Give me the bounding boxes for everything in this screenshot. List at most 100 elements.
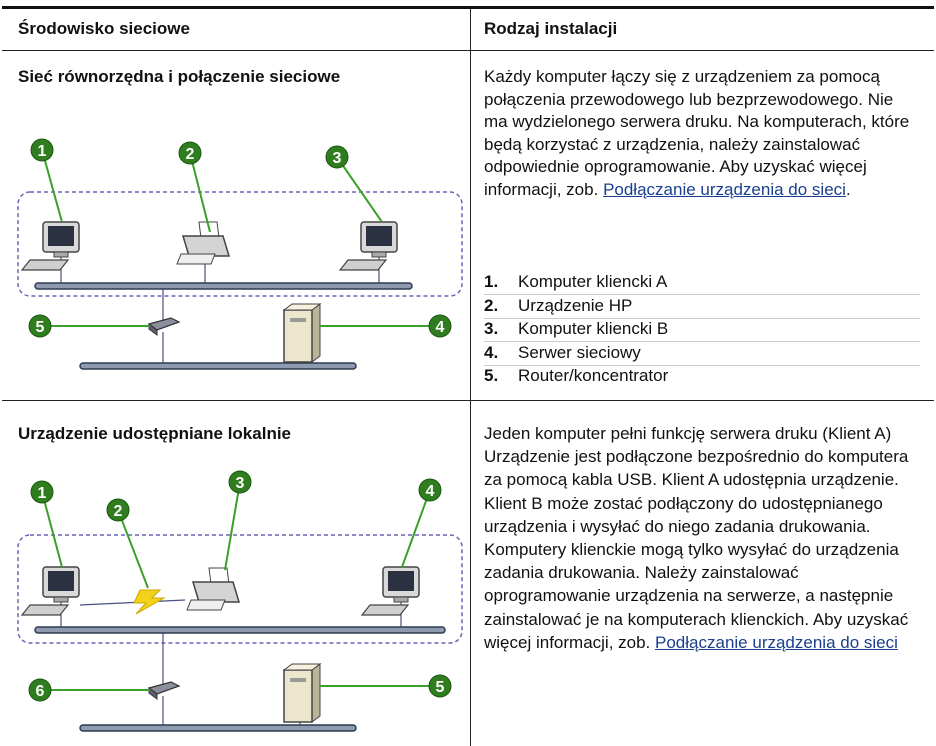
server-top [282,663,322,671]
description: Jeden komputer pełni funkcję serwera dru… [484,422,916,654]
callout-number: 4 [436,319,445,336]
callout-line [224,481,241,571]
item-separator [484,364,920,366]
screen [366,226,392,246]
callout-badge [428,674,452,698]
network-boundary [17,534,463,644]
callout-number: 5 [436,679,445,696]
callout-number: 4 [426,483,435,500]
callout-badge [418,478,442,502]
network-bus [34,282,413,290]
printer-tray [176,253,216,265]
callout-line [41,149,63,223]
computer-icon [20,221,80,271]
link[interactable]: Podłączanie urządzenia do sieci [603,179,846,199]
callout-badge [30,480,54,504]
environment-title: Sieć równorzędna i połączenie sieciowe [18,67,341,86]
callout-badge [178,141,202,165]
callout-line [336,156,383,223]
stand [371,251,387,258]
stand [393,596,409,603]
screen [388,571,414,591]
item-label: Urządzenie HP [518,295,633,315]
drive [290,318,306,322]
column-rule [470,9,471,746]
server-icon [282,303,322,363]
list-item: 1. Komputer kliencki A [484,272,924,295]
callout-line [189,152,211,233]
callout-number: 3 [333,150,342,167]
callout-badge [106,498,130,522]
link[interactable]: Podłączanie urządzenia do sieci [655,632,898,652]
router-front [148,687,158,700]
callout-line [41,491,63,568]
keyboard [360,604,410,616]
computer-icon [20,566,80,616]
item-label: Serwer sieciowy [518,342,641,362]
callout-number: 5 [36,319,45,336]
server-front [283,669,313,723]
printer-tray [186,599,226,611]
header-cell: Środowisko sieciowe [18,19,190,38]
keyboard [20,604,70,616]
drive [290,678,306,682]
header-cell: Rodzaj instalacji [484,19,618,38]
printer-icon [176,221,231,265]
item-separator [484,294,920,295]
item-number: 2. [484,295,499,315]
callout-number: 1 [38,485,47,502]
item-label: Komputer kliencki A [518,272,668,291]
callout-badge [28,678,52,702]
table-top-rule [2,6,934,9]
network-bus [34,626,446,634]
server-top [282,303,322,311]
computer-icon [360,566,420,616]
server-side [311,303,321,363]
item-label: Komputer kliencki B [518,319,669,339]
network-boundary [17,191,463,297]
list-item: 4. Serwer sieciowy [484,343,924,366]
callout-badge [325,145,349,169]
item-number: 4. [484,342,499,362]
list-item: 3. Komputer kliencki B [484,319,924,342]
screen [48,571,74,591]
callout-badge [428,314,452,338]
callout-number: 3 [236,475,245,492]
printer-icon [186,567,241,611]
environment-title: Urządzenie udostępniane lokalnie [18,424,292,443]
keyboard [20,259,70,271]
callout-badge [30,138,54,162]
row-rule [2,400,934,401]
printer-body [181,235,231,257]
item-separator [484,341,920,343]
server-icon [282,663,322,723]
printer-body [191,581,241,603]
list-item: 5. Router/koncentrator [484,366,924,389]
callout-line [117,509,149,589]
callout-number: 2 [114,503,123,520]
item-number: 3. [484,319,499,339]
screen [48,226,74,246]
callout-number: 2 [186,146,195,163]
item-separator [484,317,920,319]
callout-badge [228,470,252,494]
callout-number: 1 [38,143,47,160]
list-item: 2. Urządzenie HP [484,296,924,319]
description-end: . [845,179,851,199]
description: Każdy komputer łączy się z urządzeniem z… [484,66,916,202]
router-front [148,323,158,336]
description-text: Każdy komputer łączy się z urządzeniem z… [484,67,910,199]
item-label: Router/koncentrator [518,366,669,386]
network-bus [79,724,357,732]
callout-number: 6 [36,683,45,700]
network-bus [79,362,357,370]
stand [53,251,69,258]
item-number: 1. [484,272,499,291]
server-front [283,309,313,363]
callout-line [401,489,431,568]
header-rule [2,50,934,51]
stand [53,596,69,603]
item-number: 5. [484,366,499,386]
usb-bolt [133,589,166,615]
